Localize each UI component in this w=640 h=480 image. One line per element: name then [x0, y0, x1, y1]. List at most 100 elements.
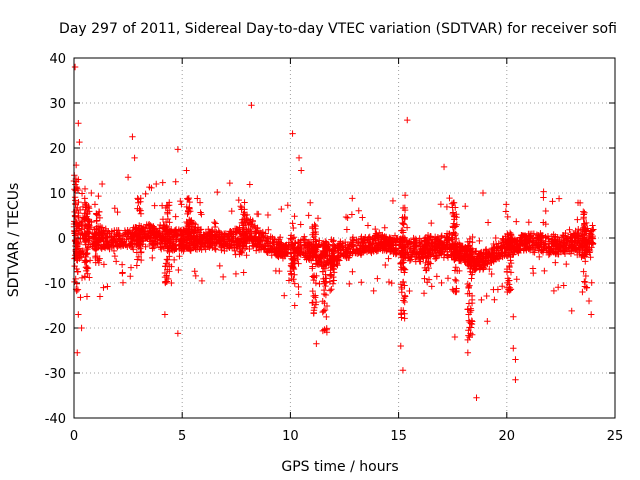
- scatter-point: [241, 236, 249, 243]
- scatter-point: [382, 261, 389, 269]
- scatter-point: [403, 224, 411, 231]
- spike-point: [96, 208, 103, 216]
- spike-point: [135, 253, 143, 260]
- spike-point: [164, 237, 172, 244]
- spike-point: [72, 200, 79, 207]
- band-point: [253, 241, 261, 248]
- band-point: [482, 246, 490, 253]
- scatter-point: [232, 270, 240, 278]
- band-point: [82, 253, 90, 261]
- spike-point: [330, 273, 337, 281]
- band-point: [391, 249, 399, 256]
- spike-point: [288, 250, 295, 257]
- band-point: [374, 247, 382, 255]
- outlier-point: [226, 179, 234, 187]
- scatter-point: [510, 245, 517, 252]
- scatter-point: [278, 205, 285, 213]
- band-point: [150, 244, 158, 251]
- spike-point: [397, 245, 405, 252]
- spike-point: [323, 313, 330, 321]
- scatter-point: [550, 287, 558, 295]
- spike-point: [398, 264, 406, 271]
- spike-point: [137, 245, 144, 252]
- scatter-point: [78, 274, 86, 282]
- spike-point: [82, 222, 89, 230]
- spike-point: [397, 260, 405, 268]
- scatter-point: [448, 200, 456, 207]
- spike-point: [95, 237, 102, 244]
- spike-point: [289, 220, 296, 227]
- band-point: [354, 248, 362, 255]
- scatter-point: [575, 226, 582, 233]
- scatter-point: [193, 233, 201, 240]
- x-tick-label: 10: [282, 429, 299, 444]
- band-point: [407, 251, 415, 259]
- band-point: [548, 233, 556, 240]
- outlier-point: [321, 306, 329, 314]
- band-point: [358, 233, 365, 240]
- band-point: [379, 233, 386, 241]
- outlier-point: [512, 356, 519, 363]
- band-point: [259, 228, 266, 236]
- spike-point: [164, 243, 171, 251]
- outlier-point: [174, 330, 182, 337]
- scatter-point: [219, 273, 227, 281]
- scatter-point: [119, 270, 126, 277]
- band-point: [193, 238, 200, 246]
- outlier-point: [75, 311, 82, 318]
- spike-point: [468, 245, 476, 253]
- spike-point: [467, 324, 475, 331]
- scatter-point: [555, 195, 563, 202]
- spike-point: [308, 249, 316, 256]
- spike-point: [135, 199, 142, 207]
- scatter-point: [166, 219, 173, 226]
- band-point: [149, 236, 157, 244]
- band-point: [249, 223, 257, 231]
- band-point: [417, 248, 425, 255]
- spike-point: [450, 229, 458, 236]
- band-point: [111, 227, 118, 234]
- spike-point: [166, 199, 173, 206]
- outlier-point: [404, 116, 411, 124]
- scatter-point: [349, 268, 356, 275]
- scatter-point: [428, 219, 435, 227]
- scatter-point: [104, 283, 111, 290]
- outlier-point: [75, 120, 82, 127]
- band-point: [231, 225, 239, 233]
- outlier-point: [568, 307, 575, 315]
- spike-point: [583, 227, 590, 234]
- band-point: [413, 251, 420, 258]
- band-point: [206, 228, 213, 236]
- band-point: [443, 230, 451, 237]
- scatter-point: [127, 264, 135, 271]
- spike-point: [137, 256, 145, 264]
- spike-point: [93, 224, 100, 232]
- band-point: [368, 249, 375, 257]
- spike-point: [309, 263, 316, 270]
- scatter-point: [76, 255, 83, 262]
- band-point: [530, 230, 538, 237]
- band-point: [176, 232, 184, 240]
- scatter-point: [344, 214, 351, 222]
- scatter-point: [427, 260, 434, 267]
- spike-point: [401, 298, 408, 306]
- band-point: [143, 225, 151, 232]
- scatter-point: [464, 254, 471, 261]
- scatter-point: [231, 247, 239, 255]
- scatter-point: [388, 279, 395, 287]
- scatter-point: [193, 246, 201, 253]
- spike-point: [287, 235, 294, 242]
- spike-point: [450, 240, 458, 248]
- scatter-point: [401, 214, 409, 221]
- scatter-point: [177, 197, 184, 205]
- spike-point: [581, 209, 588, 216]
- band-point: [127, 233, 135, 240]
- scatter-point: [212, 220, 219, 227]
- scatter-point: [342, 213, 350, 221]
- scatter-point: [323, 251, 331, 259]
- spike-point: [162, 204, 169, 212]
- band-point: [406, 246, 413, 254]
- scatter-point: [166, 232, 174, 240]
- band-point: [445, 235, 452, 242]
